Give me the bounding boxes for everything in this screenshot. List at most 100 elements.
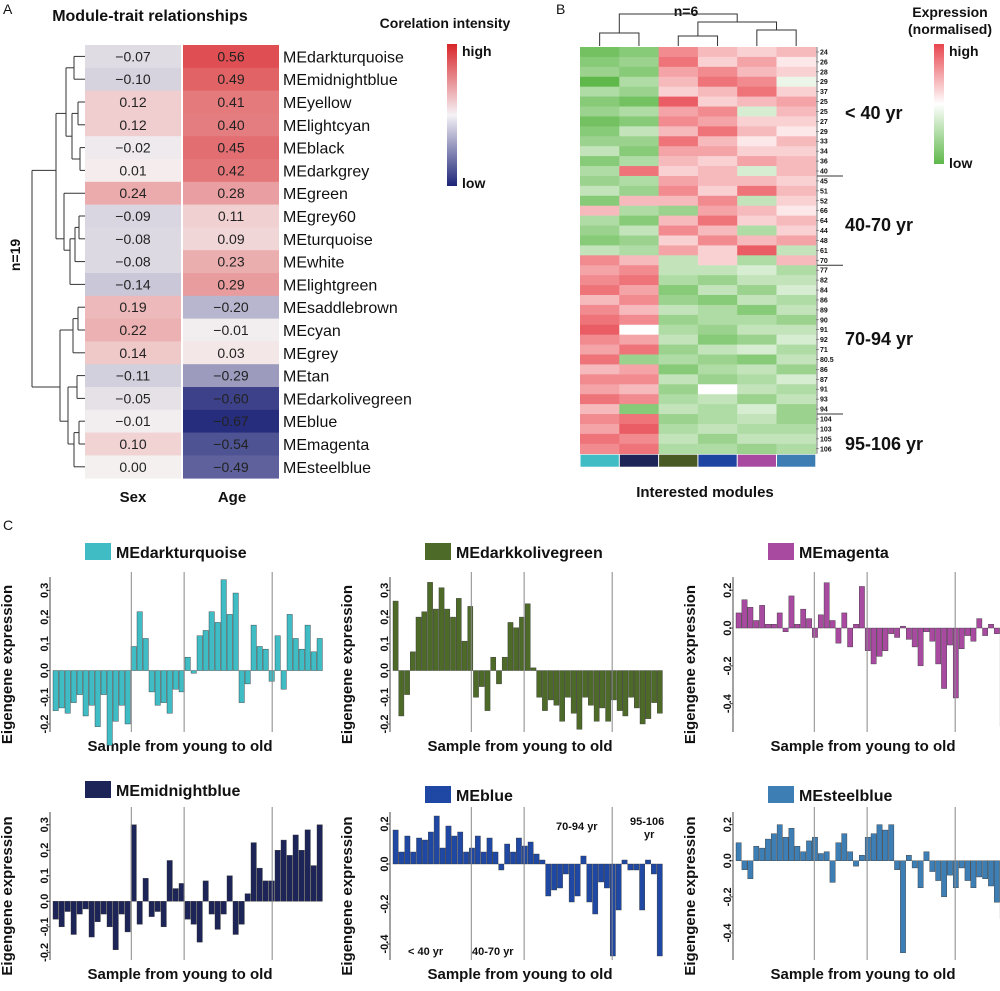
heatmap-b-cell (776, 225, 817, 236)
heatmap-b-cell (697, 265, 738, 276)
heatmap-b-cell (619, 175, 659, 187)
heatmap-a-value-label: 0.11 (218, 208, 244, 224)
bar-chart-bar (492, 851, 499, 865)
heatmap-b-cell (580, 225, 620, 236)
bar-chart-bar (542, 670, 548, 711)
bar-chart-bar (142, 638, 149, 671)
bar-chart-bar (510, 851, 516, 865)
bar-chart-y-tick-label: -0.4 (379, 934, 391, 954)
bar-chart-bar (882, 829, 889, 861)
heatmap-b-age-label: 70 (820, 258, 828, 265)
heatmap-b-cell (737, 66, 777, 78)
heatmap-b-cell (619, 245, 659, 256)
heatmap-b-cell (658, 66, 699, 78)
heatmap-b-cell (658, 225, 699, 236)
bar-chart-bar (604, 863, 610, 889)
bar-chart-bar (190, 670, 197, 674)
bar-chart-bar (220, 901, 227, 915)
bar-chart-bar (76, 670, 83, 695)
heatmap-b-cell (619, 295, 659, 306)
bar-chart-title-swatch (768, 786, 794, 803)
heatmap-b-cell (737, 285, 777, 296)
bar-chart-bar (184, 901, 191, 920)
bar-chart-y-tick-label: 0.1 (379, 636, 391, 651)
heatmap-b-cell (580, 215, 620, 226)
bar-chart-bar (70, 670, 77, 703)
bar-chart-bar (238, 901, 245, 925)
bar-chart-bar (917, 627, 924, 667)
heatmap-b-cell (776, 265, 817, 276)
heatmap-b-age-label: 48 (820, 238, 828, 245)
bar-chart-bar (835, 842, 842, 861)
bar-chart-bar (853, 860, 859, 867)
heatmap-b-age-label: 64 (820, 218, 828, 225)
bar-chart-bar (160, 670, 167, 703)
bar-chart-bar (771, 833, 777, 861)
heatmap-b-cell (619, 136, 659, 147)
heatmap-b-cell (580, 106, 620, 117)
bar-chart-bar (651, 670, 657, 703)
heatmap-b-module-color-bar (580, 454, 619, 467)
bar-chart-bar (439, 847, 446, 865)
heatmap-b-cell (737, 334, 777, 345)
bar-chart-bar (262, 648, 269, 671)
heatmap-b-cell (737, 344, 777, 355)
heatmap-b-cell (776, 245, 817, 256)
heatmap-b-cell (580, 126, 620, 137)
bar-chart-bar (759, 605, 765, 629)
heatmap-b-cell (697, 295, 738, 306)
heatmap-b-cell (697, 344, 738, 355)
heatmap-a-value-label: 0.19 (119, 299, 146, 315)
heatmap-b-cell (658, 374, 699, 385)
heatmap-a-cell (183, 136, 279, 160)
heatmap-b-cell (737, 76, 777, 88)
heatmap-b-cell (580, 136, 620, 147)
heatmap-a-value-label: −0.09 (115, 208, 151, 224)
bar-chart-bar (923, 627, 930, 633)
bar-chart-bar (765, 624, 771, 629)
heatmap-b-cell (658, 384, 699, 395)
bar-chart-bar (894, 860, 900, 870)
panel-a-letter: A (3, 1, 13, 17)
heatmap-b-cell (697, 136, 738, 147)
bar-chart-title: MEdarkkolivegreen (456, 545, 603, 562)
heatmap-b-age-label: 86 (820, 297, 828, 304)
bar-chart-bar (166, 670, 173, 714)
bar-chart-group-annotation: < 40 yr (408, 946, 444, 958)
bar-chart-y-tick-label: -0.1 (39, 688, 51, 707)
bar-chart-bar (490, 656, 497, 671)
heatmap-b-cell (737, 374, 777, 385)
heatmap-b-cell (697, 285, 738, 296)
bar-chart-bar (599, 670, 606, 709)
heatmap-a-row-label: MEdarkturquoise (283, 49, 404, 66)
bar-chart-bar (316, 824, 323, 902)
bar-chart-bar (478, 670, 485, 687)
heatmap-b-cell (776, 166, 817, 177)
bar-chart-bar (286, 855, 293, 902)
bar-chart-bar (445, 825, 452, 865)
bar-chart-bar (52, 901, 59, 920)
heatmap-b-cell (737, 255, 777, 266)
bar-chart-bar (455, 598, 462, 671)
heatmap-a-row-label: MEsaddlebrown (283, 300, 398, 317)
heatmap-b-age-label: 61 (820, 248, 828, 255)
bar-chart-bar (829, 860, 836, 883)
bar-chart-bar (753, 620, 760, 629)
bar-chart-bar (444, 608, 451, 671)
bar-chart-bar (765, 838, 771, 861)
bar-chart-title-swatch (425, 543, 451, 560)
bar-chart-bar (82, 670, 89, 717)
heatmap-b-cell (580, 185, 620, 197)
bar-chart-bar (900, 625, 906, 629)
heatmap-a-cell (183, 455, 279, 479)
heatmap-b-cell (658, 235, 699, 246)
heatmap-a-cell (183, 318, 279, 342)
heatmap-b-cell (658, 166, 699, 177)
dendrogram-b-branch (756, 29, 797, 46)
heatmap-b-cell (776, 235, 817, 246)
bar-chart-bar (274, 850, 281, 902)
bar-chart-bar (292, 638, 299, 671)
bar-chart-bar (100, 670, 107, 695)
bar-chart-bar (421, 611, 428, 671)
bar-chart-title-swatch (85, 543, 111, 560)
